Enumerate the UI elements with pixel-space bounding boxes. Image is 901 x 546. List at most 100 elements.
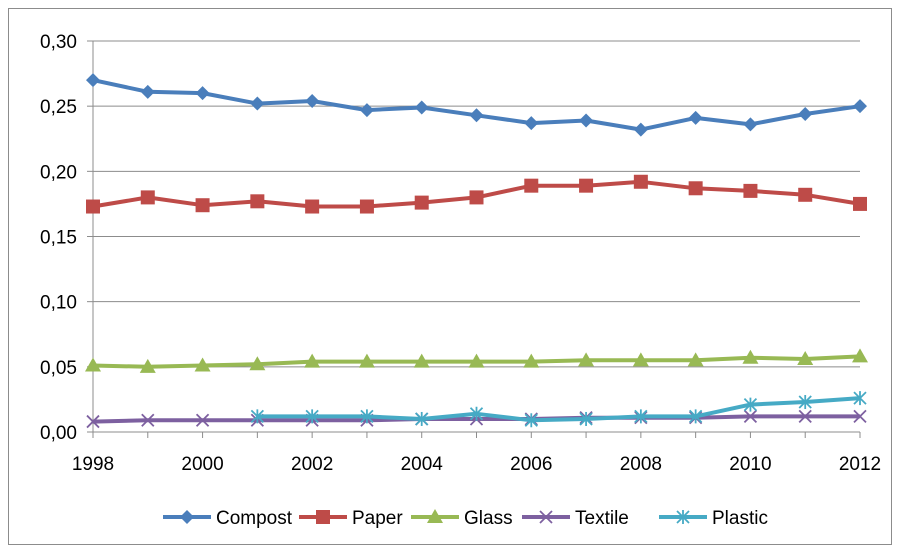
legend-label-paper: Paper [352, 508, 403, 529]
x-axis: 1998 2000 2002 2004 2006 2008 2010 2012 [72, 41, 881, 475]
data-point-textile [141, 413, 155, 427]
data-point-textile [86, 414, 100, 429]
data-point-plastic [743, 397, 758, 412]
data-point-glass [85, 357, 101, 372]
data-point-paper [414, 195, 429, 210]
legend: Compost Paper Glass Textile Plastic [163, 508, 768, 529]
legend-item-glass: Glass [411, 508, 513, 529]
series-plastic [250, 391, 867, 428]
legend-marker-textile [539, 510, 553, 524]
series-line-plastic [257, 396, 861, 423]
x-tick-label: 2012 [839, 454, 881, 475]
data-point-plastic [415, 411, 429, 426]
data-point-compost [579, 113, 594, 128]
data-point-plastic [250, 409, 264, 424]
data-point-plastic [853, 391, 867, 406]
legend-label-compost: Compost [216, 508, 293, 529]
data-point-textile [798, 409, 812, 423]
data-point-plastic [469, 406, 484, 421]
data-point-plastic [798, 395, 812, 410]
data-point-glass [632, 352, 649, 367]
y-tick-label: 0,05 [40, 358, 77, 379]
series-group [85, 73, 868, 429]
y-tick-label: 0,15 [40, 228, 77, 249]
data-point-paper [853, 196, 867, 211]
data-point-glass [578, 352, 595, 367]
data-point-compost [414, 100, 429, 115]
data-point-plastic [634, 409, 648, 424]
data-point-glass [687, 352, 704, 367]
data-point-paper [798, 187, 813, 202]
data-point-plastic [524, 413, 538, 428]
legend-marker-plastic [676, 510, 690, 524]
data-point-plastic [689, 409, 703, 424]
legend-item-plastic: Plastic [659, 508, 768, 529]
data-point-plastic [360, 409, 374, 424]
data-point-paper [469, 190, 484, 205]
data-point-glass [413, 353, 430, 368]
data-point-compost [359, 103, 374, 118]
data-point-paper [86, 199, 100, 214]
data-point-glass [468, 353, 485, 368]
data-point-paper [579, 178, 594, 193]
legend-item-textile: Textile [522, 508, 629, 529]
x-tick-label: 2008 [620, 454, 662, 475]
x-tick-label: 2002 [291, 454, 333, 475]
data-point-compost [798, 106, 813, 121]
legend-item-compost: Compost [163, 508, 293, 529]
x-tick-label: 1998 [72, 454, 114, 475]
x-tick-label: 2000 [181, 454, 223, 475]
data-point-paper [688, 181, 703, 196]
series-glass [85, 348, 868, 373]
data-point-compost [305, 93, 320, 108]
legend-marker-glass [427, 509, 443, 523]
data-point-compost [853, 99, 867, 114]
data-point-textile [853, 409, 867, 423]
x-tick-label: 2004 [401, 454, 444, 475]
data-point-plastic [305, 409, 319, 424]
data-point-glass [852, 348, 868, 363]
data-point-glass [304, 353, 321, 368]
data-point-textile [743, 409, 758, 423]
data-point-paper [305, 199, 320, 214]
y-tick-label: 0,25 [40, 97, 77, 118]
legend-label-plastic: Plastic [712, 508, 768, 529]
data-point-glass [797, 351, 814, 366]
data-point-compost [195, 86, 210, 101]
data-point-paper [140, 190, 155, 205]
y-tick-label: 0,30 [40, 32, 77, 53]
data-point-compost [469, 108, 484, 123]
data-point-compost [524, 116, 539, 131]
x-tick-label: 2006 [510, 454, 552, 475]
data-point-paper [743, 183, 758, 198]
series-paper [86, 174, 867, 214]
legend-marker-paper [316, 510, 330, 524]
legend-item-paper: Paper [299, 508, 403, 529]
data-point-paper [359, 199, 374, 214]
data-point-paper [195, 198, 210, 213]
data-point-paper [250, 194, 265, 209]
data-point-textile [195, 413, 210, 427]
data-point-glass [523, 353, 540, 368]
y-tick-label: 0,00 [40, 423, 77, 444]
y-axis-tick-labels: 0,00 0,05 0,10 0,15 0,20 0,25 0,30 [40, 32, 93, 444]
x-tick-label: 2010 [729, 454, 771, 475]
y-tick-label: 0,10 [40, 293, 77, 314]
legend-label-glass: Glass [464, 508, 513, 529]
data-point-compost [688, 110, 703, 125]
data-point-compost [633, 122, 648, 137]
data-point-glass [139, 358, 156, 373]
data-point-plastic [579, 411, 593, 426]
data-point-compost [140, 84, 155, 99]
data-point-paper [633, 174, 648, 189]
series-compost [86, 73, 867, 137]
data-point-glass [358, 353, 375, 368]
y-tick-label: 0,20 [40, 162, 77, 183]
data-point-compost [250, 96, 265, 111]
data-point-glass [194, 357, 211, 372]
data-point-compost [86, 73, 100, 88]
legend-marker-compost [180, 510, 194, 524]
chart-frame [8, 8, 892, 545]
legend-label-textile: Textile [575, 508, 629, 529]
